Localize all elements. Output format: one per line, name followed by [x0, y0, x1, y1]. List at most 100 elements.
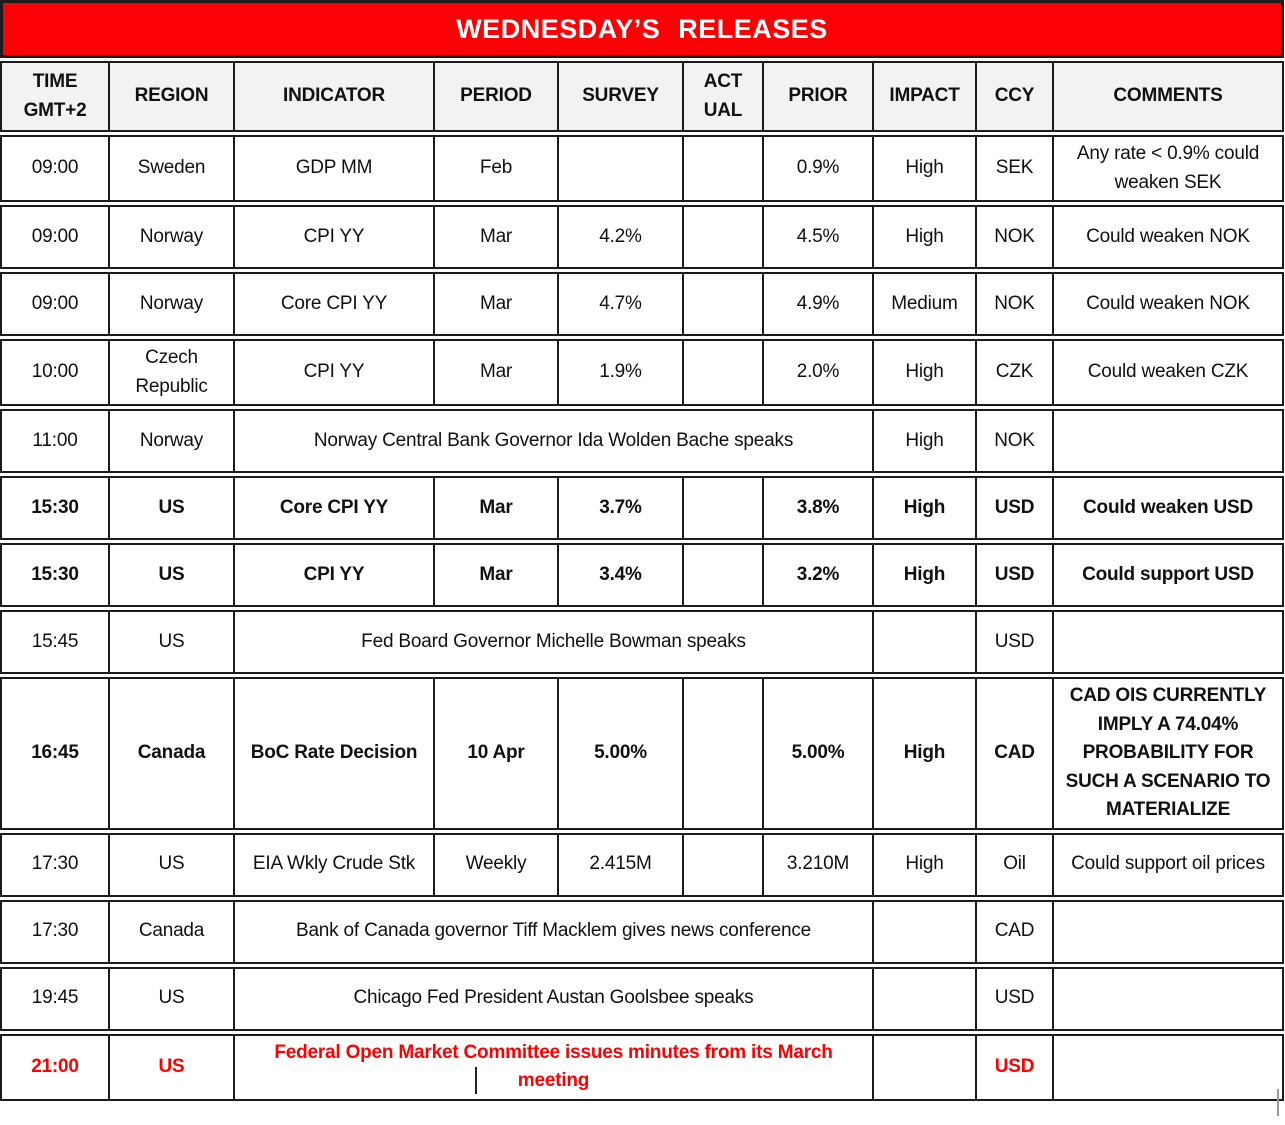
- cell-region: Norway: [108, 409, 235, 473]
- cell-time: 17:30: [0, 832, 110, 897]
- column-header-ccy: CCY: [975, 61, 1054, 132]
- cell-survey: 4.2%: [557, 205, 684, 269]
- cell-period: 10 Apr: [433, 677, 559, 830]
- cell-comments: Could weaken NOK: [1052, 205, 1284, 269]
- cell-comments: [1052, 966, 1284, 1031]
- cell-prior: 3.2%: [762, 543, 874, 607]
- cell-ccy: SEK: [975, 135, 1054, 202]
- cell-impact: High: [872, 832, 977, 897]
- cell-ccy: USD: [975, 476, 1054, 540]
- cell-region: US: [108, 543, 235, 607]
- cell-period: Weekly: [433, 832, 559, 897]
- table-title: WEDNESDAY’S RELEASES: [0, 0, 1284, 58]
- cell-time: 15:30: [0, 543, 110, 607]
- cell-impact: High: [872, 677, 977, 830]
- cell-comments: Could weaken CZK: [1052, 339, 1284, 406]
- cell-ccy: NOK: [975, 409, 1054, 473]
- release-row-9: 16:45 Canada BoC Rate Decision 10 Apr 5.00% 5…: [0, 677, 1284, 830]
- column-header-survey: SURVEY: [557, 61, 684, 132]
- cell-comments: [1052, 409, 1284, 473]
- cell-period: Mar: [433, 339, 559, 406]
- cell-comments: Any rate < 0.9% could weaken SEK: [1052, 135, 1284, 202]
- column-header-comments: COMMENTS: [1052, 61, 1284, 132]
- cell-impact: [872, 610, 977, 674]
- text-cursor: [475, 1066, 477, 1094]
- cell-ccy: CAD: [975, 677, 1054, 830]
- cell-prior: 4.9%: [762, 272, 874, 336]
- release-row-1: 09:00 Sweden GDP MM Feb 0.9% High SEK Any rate …: [0, 135, 1284, 202]
- cell-region: Canada: [108, 899, 235, 964]
- cell-period: Mar: [433, 272, 559, 336]
- cell-survey: [557, 135, 684, 202]
- column-header-row: TIME GMT+2 REGION INDICATOR PERIOD SURVEY ACT…: [0, 61, 1284, 132]
- cell-indicator: EIA Wkly Crude Stk: [233, 832, 435, 897]
- release-row-11: 17:30 Canada Bank of Canada governor Tiff …: [0, 899, 1284, 964]
- cell-time: 09:00: [0, 272, 110, 336]
- cell-indicator: BoC Rate Decision: [233, 677, 435, 830]
- release-row-2: 09:00 Norway CPI YY Mar 4.2% 4.5% High NOK Could…: [0, 205, 1284, 269]
- cell-impact: High: [872, 476, 977, 540]
- cell-survey: 3.7%: [557, 476, 684, 540]
- cell-actual: [682, 135, 764, 202]
- cell-ccy: Oil: [975, 832, 1054, 897]
- column-header-indicator: INDICATOR: [233, 61, 435, 132]
- cell-ccy: USD: [975, 1033, 1054, 1101]
- cell-prior: 4.5%: [762, 205, 874, 269]
- cell-ccy: CZK: [975, 339, 1054, 406]
- page-edge-artifact: [1277, 1089, 1279, 1116]
- release-row-5: 11:00 Norway Norway Central Bank Governor …: [0, 409, 1284, 473]
- column-header-impact: IMPACT: [872, 61, 977, 132]
- cell-actual: [682, 272, 764, 336]
- cell-actual: [682, 832, 764, 897]
- release-row-13: 21:00 US Federal Open Market Committee iss…: [0, 1033, 1284, 1101]
- cell-survey: 3.4%: [557, 543, 684, 607]
- cell-comments: [1052, 1033, 1284, 1101]
- table-body: 09:00 Sweden GDP MM Feb 0.9% High SEK Any rate …: [0, 135, 1284, 1101]
- cell-event: Norway Central Bank Governor Ida Wolden …: [233, 409, 874, 473]
- cell-actual: [682, 205, 764, 269]
- cell-time: 16:45: [0, 677, 110, 830]
- cell-survey: 4.7%: [557, 272, 684, 336]
- cell-region: Norway: [108, 272, 235, 336]
- cell-impact: Medium: [872, 272, 977, 336]
- cell-impact: High: [872, 339, 977, 406]
- cell-impact: High: [872, 205, 977, 269]
- cell-region: Sweden: [108, 135, 235, 202]
- cell-period: Mar: [433, 205, 559, 269]
- cell-time: 10:00: [0, 339, 110, 406]
- cell-ccy: USD: [975, 966, 1054, 1031]
- cell-prior: 0.9%: [762, 135, 874, 202]
- release-row-8: 15:45 US Fed Board Governor Michelle Bowma…: [0, 610, 1284, 674]
- cell-region: US: [108, 966, 235, 1031]
- cell-prior: 3.210M: [762, 832, 874, 897]
- cell-indicator: CPI YY: [233, 339, 435, 406]
- release-row-6: 15:30 US Core CPI YY Mar 3.7% 3.8% High USD Coul…: [0, 476, 1284, 540]
- releases-table: WEDNESDAY’S RELEASES TIME GMT+2 REGION IND…: [0, 0, 1284, 1101]
- cell-prior: 3.8%: [762, 476, 874, 540]
- cell-event: Chicago Fed President Austan Goolsbee sp…: [233, 966, 874, 1031]
- cell-survey: 5.00%: [557, 677, 684, 830]
- cell-time: 19:45: [0, 966, 110, 1031]
- cell-event: Federal Open Market Committee issues min…: [233, 1033, 874, 1101]
- cell-time: 15:45: [0, 610, 110, 674]
- cell-ccy: CAD: [975, 899, 1054, 964]
- cell-region: US: [108, 832, 235, 897]
- cell-event: Fed Board Governor Michelle Bowman speak…: [233, 610, 874, 674]
- cell-ccy: NOK: [975, 205, 1054, 269]
- cell-actual: [682, 677, 764, 830]
- cell-impact: [872, 966, 977, 1031]
- column-header-period: PERIOD: [433, 61, 559, 132]
- cell-indicator: Core CPI YY: [233, 476, 435, 540]
- cell-indicator: Core CPI YY: [233, 272, 435, 336]
- cell-comments: Could support oil prices: [1052, 832, 1284, 897]
- cell-region: US: [108, 476, 235, 540]
- cell-indicator: CPI YY: [233, 543, 435, 607]
- cell-impact: High: [872, 135, 977, 202]
- cell-time: 15:30: [0, 476, 110, 540]
- cell-ccy: USD: [975, 610, 1054, 674]
- cell-comments: [1052, 610, 1284, 674]
- cell-prior: 5.00%: [762, 677, 874, 830]
- cell-impact: High: [872, 409, 977, 473]
- column-header-time: TIME GMT+2: [0, 61, 110, 132]
- cell-region: US: [108, 1033, 235, 1101]
